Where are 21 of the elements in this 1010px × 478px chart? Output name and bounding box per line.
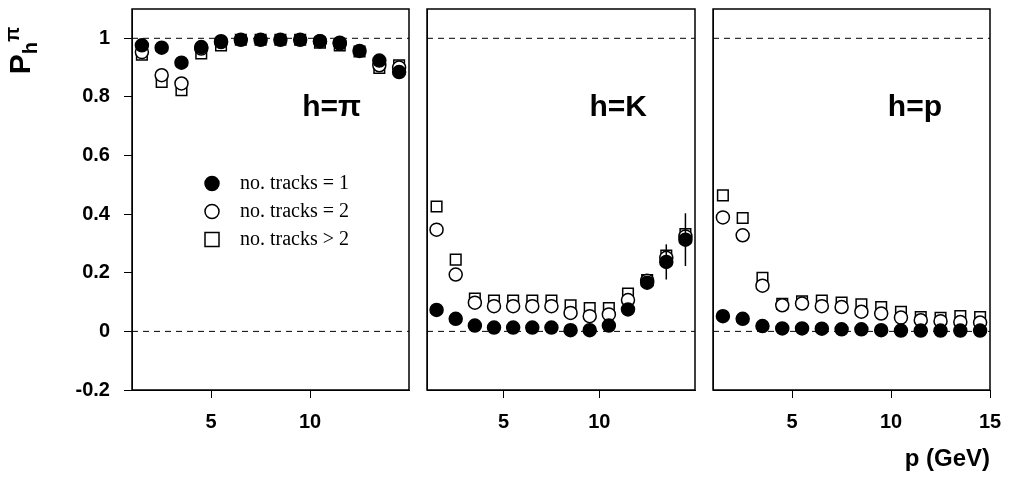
legend-label: no. tracks = 1 (240, 170, 350, 193)
x-tick-label: 5 (205, 409, 217, 432)
x-tick-label: 5 (786, 409, 798, 432)
y-tick-label: 0.4 (82, 201, 111, 224)
x-tick-label: 15 (978, 409, 1002, 432)
x-tick-label: 10 (298, 409, 322, 432)
legend-label: no. tracks > 2 (240, 226, 350, 249)
annotation: h=π (302, 89, 362, 122)
y-tick-label: 1 (98, 25, 110, 48)
annotation: h=p (887, 89, 942, 122)
legend-label: no. tracks = 2 (240, 198, 350, 221)
y-tick-label: 0 (98, 318, 110, 341)
y-tick-label: 0.8 (82, 84, 110, 107)
annotation: h=K (589, 89, 648, 122)
y-tick-label: 0.6 (82, 143, 110, 166)
x-axis-title: p (GeV) (904, 444, 990, 472)
y-tick-label: 0.2 (82, 260, 110, 283)
y-tick-label: -0.2 (75, 377, 110, 400)
x-tick-label: 10 (879, 409, 903, 432)
x-tick-label: 5 (498, 409, 510, 432)
x-tick-label: 10 (588, 409, 611, 432)
